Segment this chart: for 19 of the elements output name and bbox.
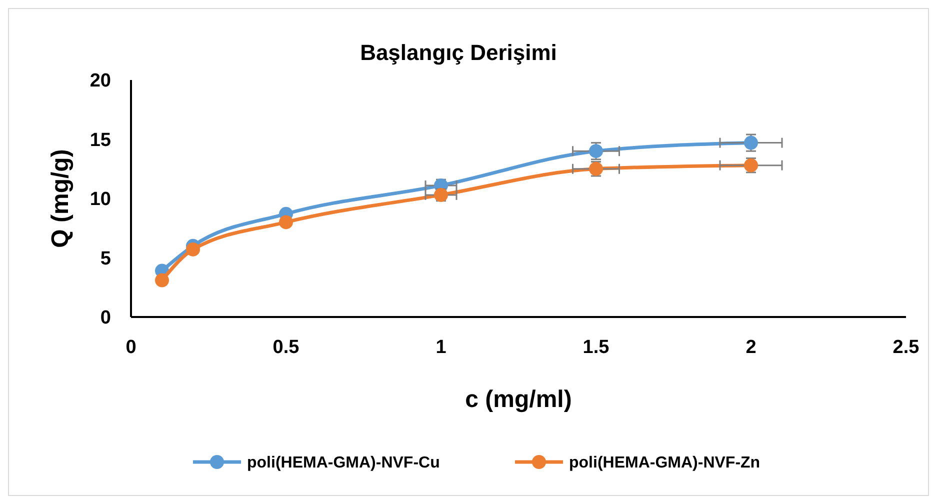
y-tick-label: 5 xyxy=(100,248,112,270)
y-tick-label: 0 xyxy=(100,308,111,329)
point xyxy=(155,273,169,288)
y-tick-label: 10 xyxy=(90,189,111,210)
point xyxy=(279,215,293,230)
x-axis-title: c (mg/ml) xyxy=(465,386,572,413)
y-axis-title: Q (mg/g) xyxy=(47,149,74,248)
chart-title: Başlangıç Derişimi xyxy=(360,40,557,65)
x-tick-label: 2.5 xyxy=(892,337,920,358)
y-tick-label: 15 xyxy=(90,130,112,151)
x-tick-label: 1.5 xyxy=(582,337,610,358)
x-tick-label: 2 xyxy=(746,337,756,358)
legend-label: poli(HEMA-GMA)-NVF-Cu xyxy=(247,454,440,472)
x-tick-label: 0 xyxy=(126,337,136,358)
point xyxy=(186,242,200,256)
y-tick-label: 20 xyxy=(90,70,111,92)
legend-label: poli(HEMA-GMA)-NVF-Zn xyxy=(569,454,760,472)
x-tick-label: 1 xyxy=(436,337,447,358)
x-tick-label: 0.5 xyxy=(272,337,300,358)
